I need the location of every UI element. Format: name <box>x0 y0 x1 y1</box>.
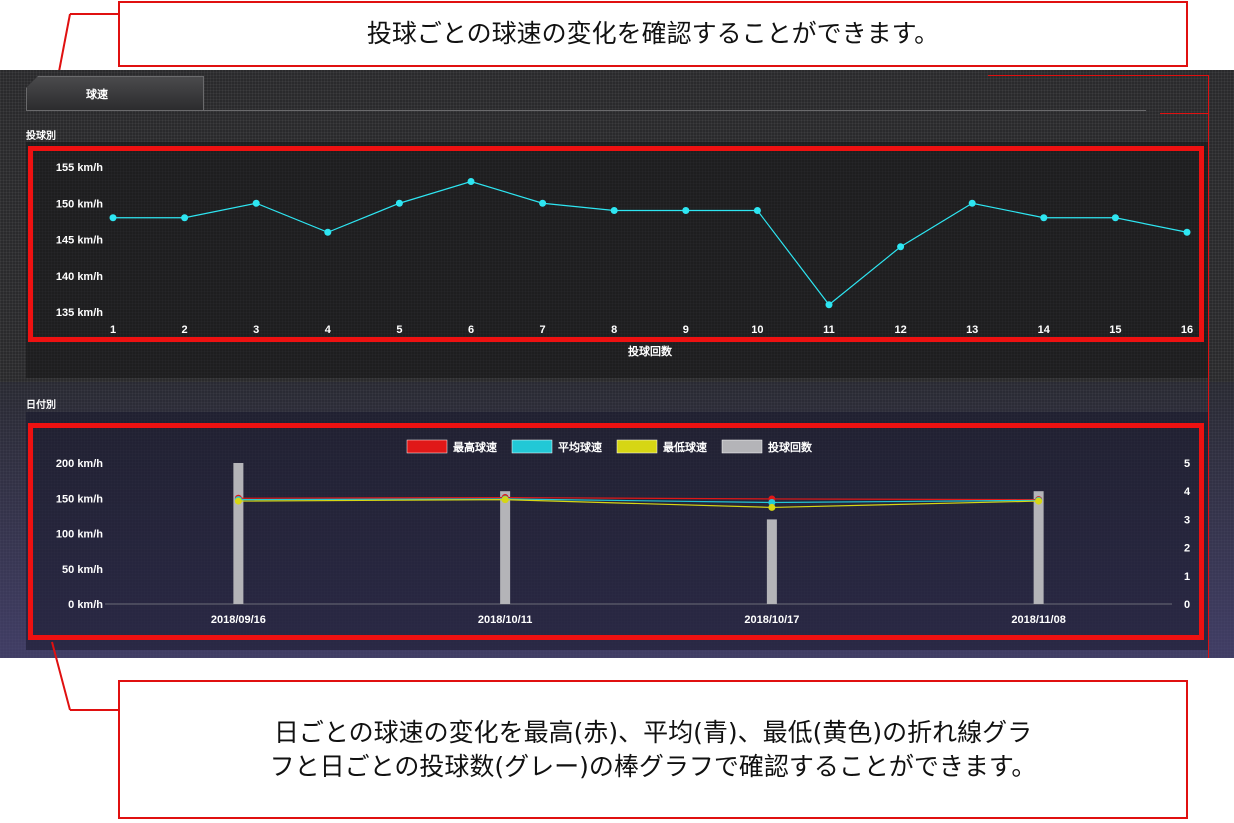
x-tick-label: 2018/09/16 <box>211 614 266 626</box>
speed-point <box>897 243 905 251</box>
speed-point <box>753 207 761 214</box>
callout-bottom: 日ごとの球速の変化を最高(赤)、平均(青)、最低(黄色)の折れ線グラ フと日ごと… <box>118 680 1188 819</box>
tab-speed-label: 球速 <box>86 87 108 101</box>
y-tick-label: 50 km/h <box>62 564 103 576</box>
y-tick-label: 140 km/h <box>56 271 103 283</box>
tab-speed[interactable]: 球速 <box>26 76 204 110</box>
count-bar <box>233 463 244 604</box>
x-tick-label: 9 <box>683 324 689 336</box>
x-tick-label: 10 <box>751 324 763 336</box>
series-point <box>234 497 242 505</box>
x-tick-label: 2018/11/08 <box>1011 614 1065 626</box>
y-tick-label: 135 km/h <box>56 307 103 319</box>
speed-point <box>539 199 547 207</box>
series-line <box>238 496 1039 501</box>
legend-swatch <box>511 439 553 454</box>
y2-tick-label: 3 <box>1184 514 1190 526</box>
speed-point <box>395 199 403 207</box>
x-tick-label: 6 <box>468 324 474 336</box>
callout-bottom-line2: フと日ごとの投球数(グレー)の棒グラフで確認することができます。 <box>269 751 1037 781</box>
y-tick-label: 200 km/h <box>56 458 103 470</box>
speed-series-line <box>113 180 1188 306</box>
y2-tick-label: 2 <box>1184 543 1190 555</box>
outline-tab <box>1160 113 1208 114</box>
series-point <box>1035 497 1043 505</box>
y-tick-label: 150 km/h <box>56 493 103 505</box>
section-label-per-pitch: 投球別 <box>26 131 56 142</box>
speed-point <box>968 199 976 207</box>
x-tick-label: 2 <box>182 324 188 336</box>
app-window: 球速 投球別 日付別 <box>0 70 1234 658</box>
callout-top: 投球ごとの球速の変化を確認することができます。 <box>118 1 1188 67</box>
outline-top <box>988 75 1208 76</box>
callout-connector-bottom-line <box>51 641 118 711</box>
x-tick-label: 16 <box>1181 324 1193 336</box>
speed-point <box>181 214 189 222</box>
x-tick-label: 11 <box>823 324 835 336</box>
x-tick-label: 7 <box>540 324 546 336</box>
series-line <box>238 498 1039 504</box>
tab-divider <box>26 110 1146 111</box>
legend-label: 平均球速 <box>558 440 602 454</box>
x-tick-label: 4 <box>325 324 332 336</box>
series-point <box>768 498 776 506</box>
y2-tick-label: 4 <box>1184 486 1191 498</box>
y-tick-label: 0 km/h <box>68 599 103 611</box>
speed-point <box>1111 214 1119 222</box>
callout-bottom-line1: 日ごとの球速の変化を最高(赤)、平均(青)、最低(黄色)の折れ線グラ <box>273 717 1033 747</box>
count-bar <box>500 491 511 604</box>
x-tick-label: 13 <box>966 324 978 336</box>
x-tick-label: 14 <box>1038 324 1051 336</box>
speed-point <box>1040 214 1048 222</box>
series-point <box>501 496 509 504</box>
speed-point <box>825 301 833 309</box>
y2-tick-label: 5 <box>1184 458 1190 470</box>
series-line <box>238 499 1039 509</box>
callout-top-text: 投球ごとの球速の変化を確認することができます。 <box>366 19 940 49</box>
x-tick-label: 5 <box>396 324 402 336</box>
speed-point <box>324 228 332 236</box>
speed-point <box>252 199 260 207</box>
outline-right <box>1208 75 1209 658</box>
section-label-per-date: 日付別 <box>26 400 56 411</box>
legend-swatch <box>721 439 763 454</box>
x-axis-label: 投球回数 <box>628 344 673 358</box>
y-tick-label: 100 km/h <box>56 529 103 541</box>
y2-tick-label: 0 <box>1184 599 1190 611</box>
y-tick-label: 155 km/h <box>56 162 103 174</box>
legend-label: 投球回数 <box>768 440 813 454</box>
count-bar <box>1033 491 1044 604</box>
legend-swatch <box>406 439 448 454</box>
x-tick-label: 1 <box>110 324 116 336</box>
x-tick-label: 12 <box>894 324 906 336</box>
callout-connector-top-h <box>70 13 118 15</box>
highlight-per-date <box>28 423 1204 640</box>
speed-point <box>109 214 117 222</box>
x-tick-label: 2018/10/11 <box>478 614 532 626</box>
highlight-per-pitch <box>28 146 1204 342</box>
series-point <box>768 503 776 511</box>
x-tick-label: 8 <box>611 324 617 336</box>
x-tick-label: 3 <box>253 324 259 336</box>
x-tick-label: 2018/10/17 <box>744 614 799 626</box>
legend-label: 最高球速 <box>453 440 497 454</box>
y-tick-label: 145 km/h <box>56 235 103 247</box>
speed-point <box>1183 228 1191 236</box>
speed-point <box>682 207 690 214</box>
y2-tick-label: 1 <box>1184 571 1190 583</box>
x-tick-label: 15 <box>1109 324 1121 336</box>
count-bar <box>766 519 777 604</box>
y-tick-label: 150 km/h <box>56 198 103 210</box>
legend-label: 最低球速 <box>663 440 707 454</box>
speed-point <box>467 178 475 185</box>
speed-point <box>610 207 618 214</box>
legend-swatch <box>616 439 658 454</box>
